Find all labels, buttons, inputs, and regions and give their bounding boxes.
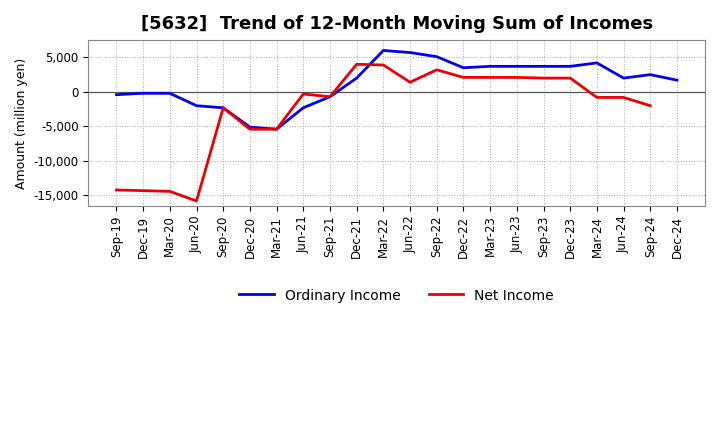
Ordinary Income <box>325 94 334 99</box>
Ordinary Income <box>593 60 601 66</box>
Ordinary Income <box>513 64 521 69</box>
Net Income <box>459 75 468 80</box>
Legend: Ordinary Income, Net Income: Ordinary Income, Net Income <box>234 282 559 308</box>
Net Income <box>352 62 361 67</box>
Net Income <box>166 189 174 194</box>
Net Income <box>513 75 521 80</box>
Ordinary Income <box>539 64 548 69</box>
Net Income <box>299 92 307 97</box>
Net Income <box>325 94 334 99</box>
Ordinary Income <box>299 105 307 110</box>
Ordinary Income <box>566 64 575 69</box>
Net Income <box>566 75 575 81</box>
Ordinary Income <box>379 48 387 53</box>
Ordinary Income <box>246 125 254 130</box>
Net Income <box>246 127 254 132</box>
Net Income <box>646 103 654 108</box>
Net Income <box>192 198 201 204</box>
Ordinary Income <box>619 75 628 81</box>
Net Income <box>112 187 121 193</box>
Ordinary Income <box>672 77 681 83</box>
Ordinary Income <box>139 91 148 96</box>
Ordinary Income <box>192 103 201 108</box>
Ordinary Income <box>646 72 654 77</box>
Line: Net Income: Net Income <box>117 64 650 201</box>
Net Income <box>272 127 281 132</box>
Net Income <box>379 62 387 68</box>
Net Income <box>593 95 601 100</box>
Ordinary Income <box>166 91 174 96</box>
Title: [5632]  Trend of 12-Month Moving Sum of Incomes: [5632] Trend of 12-Month Moving Sum of I… <box>140 15 653 33</box>
Net Income <box>539 75 548 81</box>
Ordinary Income <box>486 64 495 69</box>
Net Income <box>219 105 228 110</box>
Line: Ordinary Income: Ordinary Income <box>117 51 677 129</box>
Ordinary Income <box>272 127 281 132</box>
Net Income <box>486 75 495 80</box>
Y-axis label: Amount (million yen): Amount (million yen) <box>15 57 28 189</box>
Ordinary Income <box>219 105 228 110</box>
Net Income <box>406 80 415 85</box>
Ordinary Income <box>352 75 361 81</box>
Net Income <box>619 95 628 100</box>
Ordinary Income <box>112 92 121 97</box>
Ordinary Income <box>459 65 468 70</box>
Net Income <box>139 188 148 193</box>
Ordinary Income <box>406 50 415 55</box>
Ordinary Income <box>433 54 441 59</box>
Net Income <box>433 67 441 73</box>
